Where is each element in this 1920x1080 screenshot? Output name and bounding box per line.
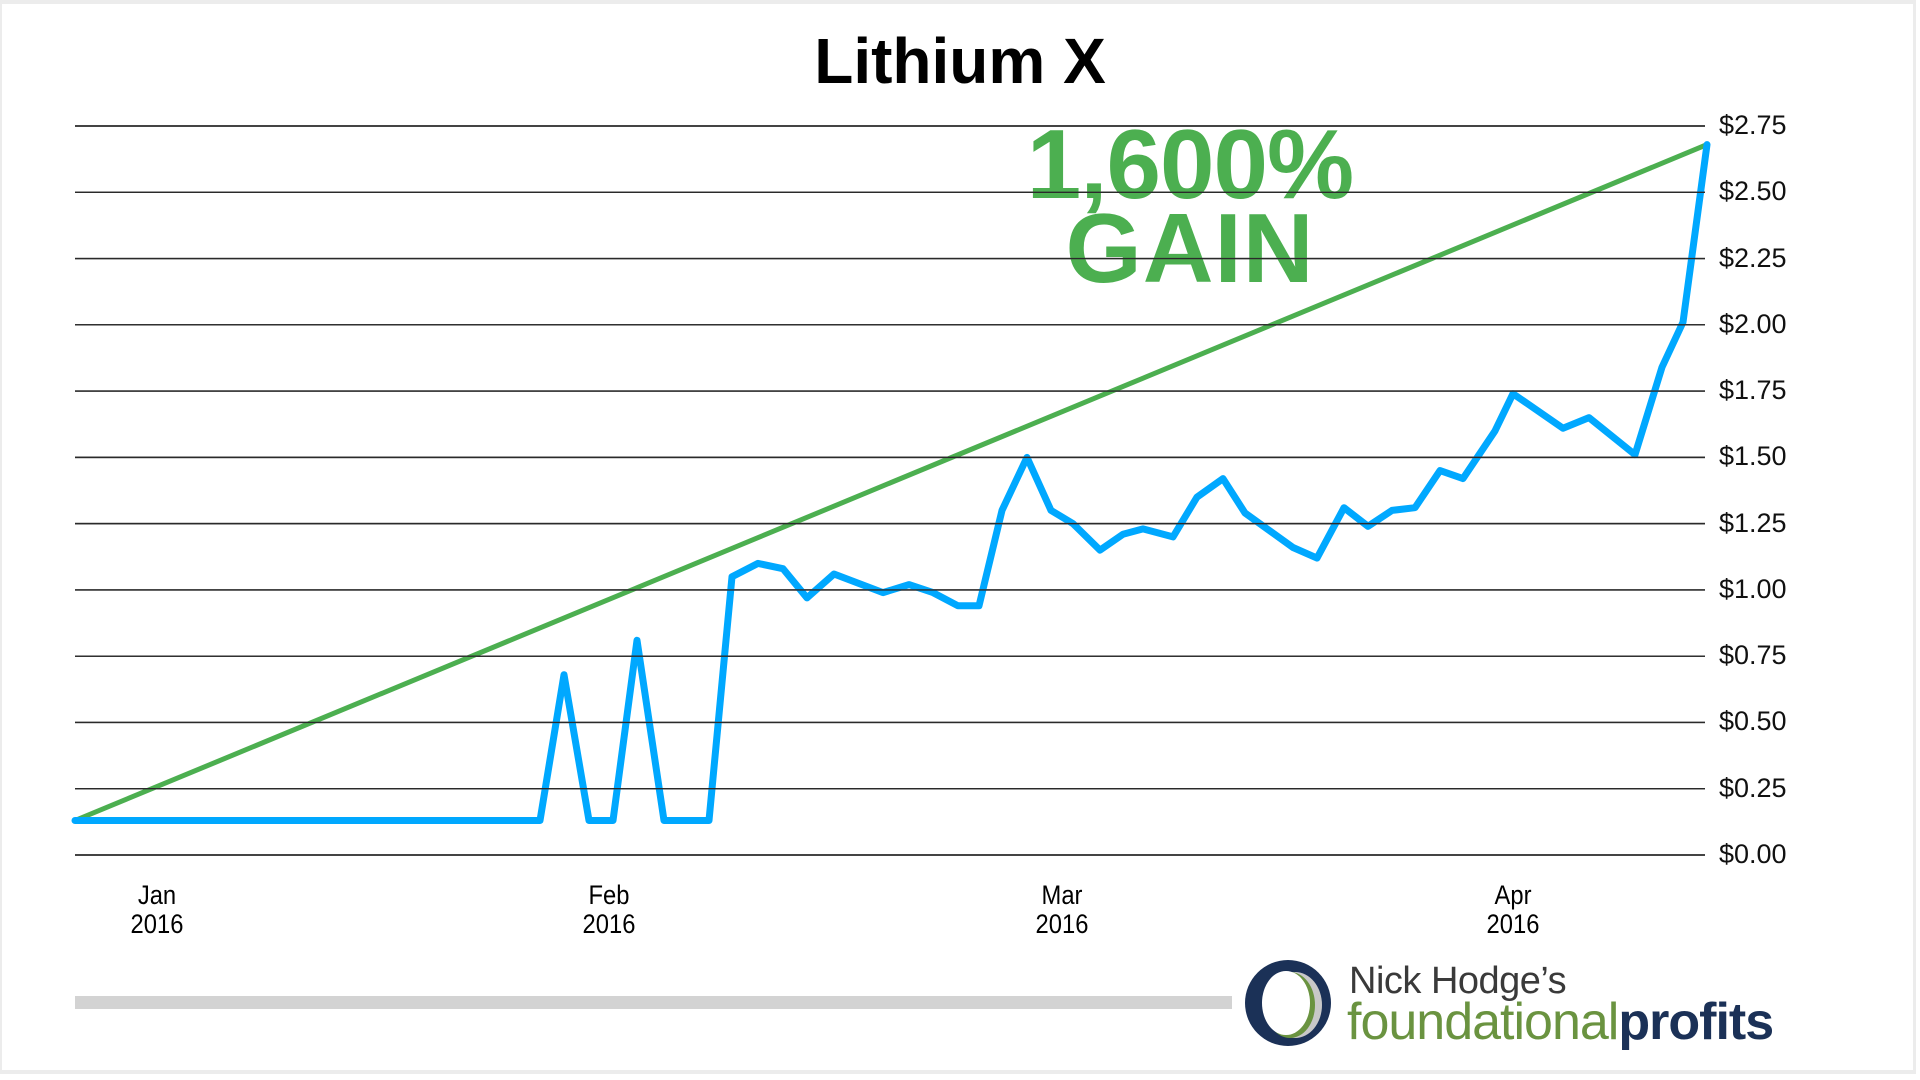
chart-title: Lithium X — [814, 25, 1106, 97]
y-tick-label: $1.50 — [1719, 441, 1787, 472]
logo-ring-icon — [1245, 960, 1331, 1046]
x-tick-label: Mar 2016 — [1035, 880, 1089, 939]
gain-annotation: 1,600% GAIN — [980, 109, 1400, 303]
gain-label: GAIN — [1065, 193, 1315, 303]
trend-line — [72, 142, 1710, 823]
logo-nick-hodges: Nick Hodge’s — [1349, 960, 1567, 1002]
y-tick-label: $0.50 — [1719, 706, 1787, 737]
y-tick-label: $1.00 — [1719, 573, 1787, 604]
x-tick-label: Feb 2016 — [582, 880, 636, 939]
foundational-profits-logo: Nick Hodge’s foundationalprofits — [1243, 958, 1843, 1048]
y-tick-label: $1.75 — [1719, 375, 1787, 406]
x-tick-label: Jan 2016 — [130, 880, 184, 939]
price-line — [71, 141, 1711, 824]
y-tick-label: $2.50 — [1719, 176, 1787, 207]
gain-percent: 1,600% — [1026, 109, 1354, 219]
footer-divider-bar — [75, 996, 1232, 1009]
y-tick-label: $2.75 — [1719, 110, 1787, 140]
y-tick-label: $0.00 — [1719, 839, 1787, 869]
logo-profits: profits — [1618, 993, 1774, 1051]
logo-foundational-profits: foundationalprofits — [1347, 993, 1774, 1051]
series-layer — [71, 141, 1711, 824]
y-tick-label: $0.25 — [1719, 772, 1787, 803]
y-tick-label: $1.25 — [1719, 507, 1787, 538]
y-tick-label: $2.25 — [1719, 242, 1787, 273]
logo-foundational: foundational — [1347, 993, 1619, 1051]
x-tick-label: Apr 2016 — [1486, 880, 1540, 939]
y-tick-label: $2.00 — [1719, 308, 1787, 339]
y-tick-label: $0.75 — [1719, 640, 1787, 671]
